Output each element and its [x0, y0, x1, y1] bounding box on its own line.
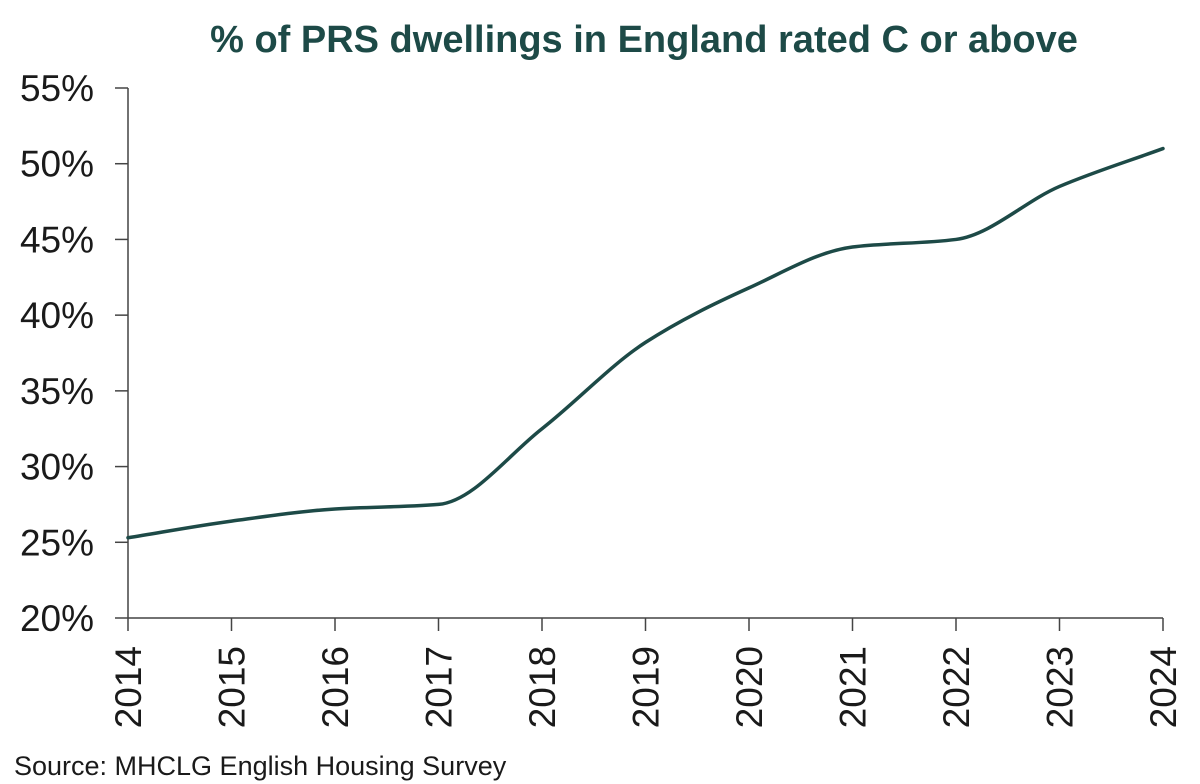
x-tick-label: 2017	[419, 646, 460, 728]
x-tick-label: 2023	[1040, 646, 1081, 728]
x-tick-label: 2014	[108, 646, 149, 728]
source-note: Source: MHCLG English Housing Survey	[14, 751, 507, 781]
x-tick-label: 2015	[212, 646, 253, 728]
chart-title: % of PRS dwellings in England rated C or…	[210, 19, 1078, 61]
series-line	[126, 146, 1165, 540]
x-tick-label: 2021	[833, 646, 874, 728]
x-tick-label: 2020	[729, 646, 770, 728]
x-tick-label: 2016	[315, 646, 356, 728]
x-tick-label: 2019	[626, 646, 667, 728]
x-tick-label: 2022	[936, 646, 977, 728]
y-tick-label: 35%	[20, 371, 94, 412]
y-axis: 20% 25% 30% 35% 40% 45% 50% 55%	[20, 68, 129, 639]
y-tick-label: 40%	[20, 295, 94, 336]
x-tick-label: 2018	[522, 646, 563, 728]
series-group	[126, 146, 1165, 540]
x-axis: 2014 2015 2016 2017 2018 2019 2020 2021 2022 2023…	[108, 617, 1184, 728]
y-tick-label: 25%	[20, 522, 94, 563]
y-tick-label: 55%	[20, 68, 94, 109]
y-tick-label: 50%	[20, 144, 94, 185]
y-tick-label: 30%	[20, 447, 94, 488]
x-tick-label: 2024	[1143, 646, 1184, 728]
y-tick-label: 45%	[20, 219, 94, 260]
y-tick-label: 20%	[20, 598, 94, 639]
